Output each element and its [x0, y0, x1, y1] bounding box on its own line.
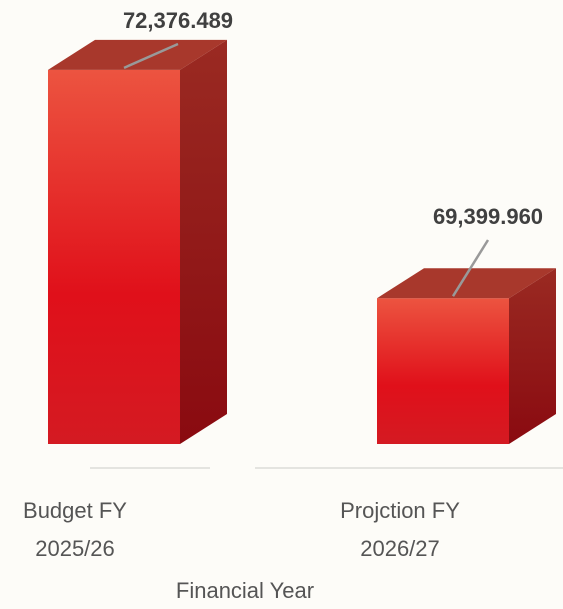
bar-top — [377, 268, 556, 299]
bar-side — [180, 39, 227, 444]
leader-line — [451, 239, 490, 297]
value-label: 69,399.960 — [433, 204, 543, 229]
bar-side — [509, 268, 556, 444]
x-axis-title: Financial Year — [175, 578, 315, 603]
bar — [377, 298, 509, 444]
bar-top — [48, 39, 227, 70]
bar — [48, 69, 180, 444]
value-label: 72,376.489 — [123, 8, 233, 33]
x-tick-label: Projction FY 2026/27 — [340, 498, 460, 561]
leader-line — [123, 42, 179, 69]
x-tick-label: Budget FY 2025/26 — [23, 498, 127, 561]
